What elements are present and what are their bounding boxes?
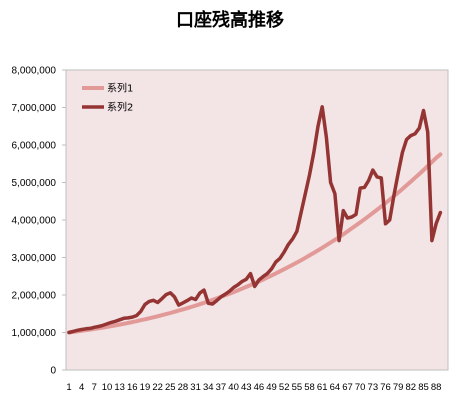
x-tick-label: 34 — [203, 382, 214, 393]
y-tick-label: 2,000,000 — [12, 291, 57, 302]
y-tick-label: 0 — [50, 366, 56, 377]
x-tick-label: 88 — [431, 382, 442, 393]
x-tick-label: 64 — [330, 382, 341, 393]
x-tick-label: 28 — [178, 382, 189, 393]
x-tick-label: 52 — [279, 382, 290, 393]
x-tick-label: 49 — [266, 382, 277, 393]
x-tick-label: 85 — [418, 382, 429, 393]
y-tick-label: 7,000,000 — [12, 103, 57, 114]
legend-label-2: 系列2 — [107, 101, 133, 114]
chart-title: 口座残高推移 — [176, 10, 284, 31]
x-tick-label: 25 — [165, 382, 176, 393]
x-tick-label: 58 — [304, 382, 315, 393]
x-tick-label: 76 — [380, 382, 391, 393]
x-tick-label: 79 — [393, 382, 404, 393]
x-tick-label: 40 — [228, 382, 239, 393]
y-tick-label: 8,000,000 — [12, 66, 57, 77]
x-tick-label: 37 — [216, 382, 227, 393]
x-tick-label: 46 — [254, 382, 265, 393]
x-tick-label: 16 — [127, 382, 138, 393]
x-tick-label: 4 — [79, 382, 84, 393]
x-tick-label: 19 — [140, 382, 151, 393]
y-tick-label: 5,000,000 — [12, 178, 57, 189]
x-tick-label: 43 — [241, 382, 252, 393]
x-tick-label: 13 — [114, 382, 125, 393]
x-tick-label: 7 — [92, 382, 97, 393]
y-tick-label: 4,000,000 — [12, 216, 57, 227]
x-tick-label: 55 — [292, 382, 303, 393]
x-tick-label: 82 — [406, 382, 417, 393]
x-tick-label: 10 — [102, 382, 113, 393]
x-tick-label: 73 — [368, 382, 379, 393]
y-tick-label: 1,000,000 — [12, 328, 57, 339]
x-tick-label: 1 — [66, 382, 71, 393]
y-tick-label: 3,000,000 — [12, 253, 57, 264]
legend-label-1: 系列1 — [107, 82, 133, 95]
x-tick-label: 70 — [355, 382, 366, 393]
x-tick-label: 31 — [190, 382, 201, 393]
series-line-2 — [67, 105, 443, 335]
x-tick-label: 61 — [317, 382, 328, 393]
y-tick-label: 6,000,000 — [12, 141, 57, 152]
x-tick-label: 67 — [342, 382, 353, 393]
x-tick-label: 22 — [152, 382, 163, 393]
